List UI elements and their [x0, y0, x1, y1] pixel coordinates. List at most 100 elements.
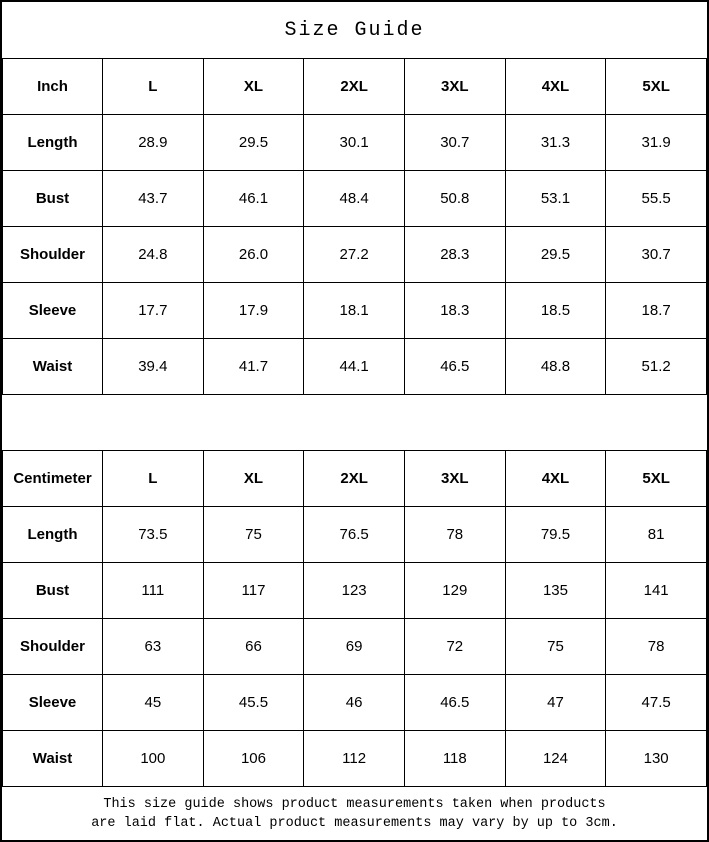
footer-line-2: are laid flat. Actual product measuremen…	[91, 815, 618, 831]
measurement-value-cell: 46.1	[202, 170, 305, 227]
measurement-value-cell: 29.5	[202, 114, 305, 171]
measurement-value-cell: 111	[102, 562, 204, 619]
measurement-value-cell: 18.3	[403, 282, 506, 339]
measurement-value-cell: 75	[504, 618, 607, 675]
measurement-value-cell: 123	[303, 562, 405, 619]
measurement-row: Sleeve 45 45.5 46 46.5 47 47.5	[2, 674, 707, 731]
measurement-row: Length 73.5 75 76.5 78 79.5 81	[2, 506, 707, 563]
measurement-value-cell: 75	[202, 506, 305, 563]
measurement-value-cell: 46	[303, 674, 405, 731]
measurement-value-cell: 78	[605, 618, 707, 675]
measurement-label-cell: Shoulder	[2, 226, 103, 283]
measurement-value-cell: 29.5	[504, 226, 607, 283]
size-header-cell: 4XL	[504, 450, 607, 507]
table-spacer	[2, 395, 707, 450]
measurement-value-cell: 79.5	[504, 506, 607, 563]
measurement-label-cell: Shoulder	[2, 618, 103, 675]
measurement-label-cell: Length	[2, 114, 103, 171]
measurement-value-cell: 31.3	[504, 114, 607, 171]
measurement-value-cell: 30.7	[403, 114, 506, 171]
size-header-cell: 3XL	[403, 450, 506, 507]
measurement-value-cell: 130	[605, 730, 707, 787]
measurement-label-cell: Bust	[2, 562, 103, 619]
measurement-value-cell: 47	[504, 674, 607, 731]
measurement-label-cell: Length	[2, 506, 103, 563]
measurement-label-cell: Sleeve	[2, 674, 103, 731]
measurement-value-cell: 43.7	[102, 170, 204, 227]
measurement-value-cell: 63	[102, 618, 204, 675]
measurement-value-cell: 28.3	[403, 226, 506, 283]
measurement-row: Bust 111 117 123 129 135 141	[2, 562, 707, 619]
size-header-cell: L	[102, 58, 204, 115]
measurement-value-cell: 27.2	[303, 226, 405, 283]
inch-size-table: Inch L XL 2XL 3XL 4XL 5XL Length 28.9 29.5 30.1 30…	[2, 58, 707, 395]
measurement-value-cell: 81	[605, 506, 707, 563]
inch-header-row: Inch L XL 2XL 3XL 4XL 5XL	[2, 58, 707, 115]
measurement-value-cell: 26.0	[202, 226, 305, 283]
measurement-value-cell: 141	[605, 562, 707, 619]
footer-line-1: This size guide shows product measuremen…	[103, 796, 606, 812]
centimeter-header-row: Centimeter L XL 2XL 3XL 4XL 5XL	[2, 450, 707, 507]
measurement-value-cell: 55.5	[605, 170, 707, 227]
measurement-value-cell: 51.2	[605, 338, 707, 395]
footer-note: This size guide shows product measuremen…	[2, 787, 707, 840]
measurement-value-cell: 28.9	[102, 114, 204, 171]
measurement-row: Shoulder 24.8 26.0 27.2 28.3 29.5 30.7	[2, 226, 707, 283]
measurement-value-cell: 135	[504, 562, 607, 619]
measurement-value-cell: 45.5	[202, 674, 305, 731]
measurement-value-cell: 100	[102, 730, 204, 787]
measurement-row: Shoulder 63 66 69 72 75 78	[2, 618, 707, 675]
measurement-row: Waist 100 106 112 118 124 130	[2, 730, 707, 787]
measurement-value-cell: 17.9	[202, 282, 305, 339]
measurement-label-cell: Bust	[2, 170, 103, 227]
size-header-cell: 3XL	[403, 58, 506, 115]
measurement-value-cell: 117	[202, 562, 305, 619]
measurement-value-cell: 46.5	[403, 674, 506, 731]
measurement-label-cell: Sleeve	[2, 282, 103, 339]
size-header-cell: 2XL	[303, 450, 405, 507]
measurement-value-cell: 53.1	[504, 170, 607, 227]
size-header-cell: L	[102, 450, 204, 507]
measurement-value-cell: 18.7	[605, 282, 707, 339]
page-title: Size Guide	[284, 18, 425, 42]
measurement-value-cell: 18.5	[504, 282, 607, 339]
measurement-value-cell: 24.8	[102, 226, 204, 283]
size-header-cell: XL	[202, 450, 305, 507]
measurement-value-cell: 18.1	[303, 282, 405, 339]
size-header-cell: 2XL	[303, 58, 405, 115]
measurement-value-cell: 45	[102, 674, 204, 731]
measurement-value-cell: 41.7	[202, 338, 305, 395]
measurement-value-cell: 124	[504, 730, 607, 787]
measurement-value-cell: 129	[403, 562, 506, 619]
measurement-value-cell: 31.9	[605, 114, 707, 171]
measurement-value-cell: 78	[403, 506, 506, 563]
measurement-value-cell: 72	[403, 618, 506, 675]
centimeter-size-table: Centimeter L XL 2XL 3XL 4XL 5XL Length 73.5 75 76…	[2, 450, 707, 787]
measurement-value-cell: 30.7	[605, 226, 707, 283]
centimeter-table-body: Length 73.5 75 76.5 78 79.5 81 Bust 111 117 123 129…	[2, 506, 707, 787]
measurement-row: Waist 39.4 41.7 44.1 46.5 48.8 51.2	[2, 338, 707, 395]
measurement-label-cell: Waist	[2, 338, 103, 395]
measurement-value-cell: 48.8	[504, 338, 607, 395]
size-header-cell: 5XL	[605, 58, 707, 115]
measurement-value-cell: 44.1	[303, 338, 405, 395]
measurement-label-cell: Waist	[2, 730, 103, 787]
measurement-value-cell: 66	[202, 618, 305, 675]
measurement-row: Sleeve 17.7 17.9 18.1 18.3 18.5 18.7	[2, 282, 707, 339]
measurement-value-cell: 69	[303, 618, 405, 675]
inch-table-body: Length 28.9 29.5 30.1 30.7 31.3 31.9 Bust 43.7 46…	[2, 114, 707, 395]
measurement-value-cell: 112	[303, 730, 405, 787]
measurement-value-cell: 39.4	[102, 338, 204, 395]
measurement-row: Length 28.9 29.5 30.1 30.7 31.3 31.9	[2, 114, 707, 171]
unit-header-cell: Inch	[2, 58, 103, 115]
measurement-row: Bust 43.7 46.1 48.4 50.8 53.1 55.5	[2, 170, 707, 227]
size-header-cell: 5XL	[605, 450, 707, 507]
measurement-value-cell: 76.5	[303, 506, 405, 563]
unit-header-cell: Centimeter	[2, 450, 103, 507]
size-header-cell: XL	[202, 58, 305, 115]
measurement-value-cell: 50.8	[403, 170, 506, 227]
measurement-value-cell: 46.5	[403, 338, 506, 395]
measurement-value-cell: 30.1	[303, 114, 405, 171]
size-header-cell: 4XL	[504, 58, 607, 115]
